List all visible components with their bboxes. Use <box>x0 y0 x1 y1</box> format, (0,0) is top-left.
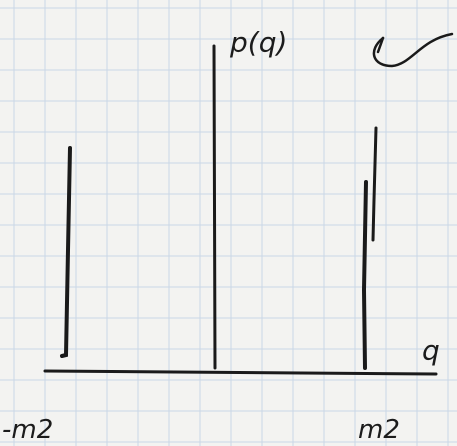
right-spike-stroke <box>373 128 376 240</box>
left-point-label: -m2 <box>2 415 53 445</box>
x-axis-label: q <box>422 334 440 367</box>
right-spike <box>364 182 366 368</box>
right-point-label: m2 <box>358 415 400 445</box>
q-axis <box>45 371 436 374</box>
y-axis-label: p(q) <box>229 26 287 59</box>
p-axis <box>214 46 215 368</box>
left-spike <box>62 148 70 356</box>
sketch: p(q) q -m2 m2 <box>0 0 457 446</box>
